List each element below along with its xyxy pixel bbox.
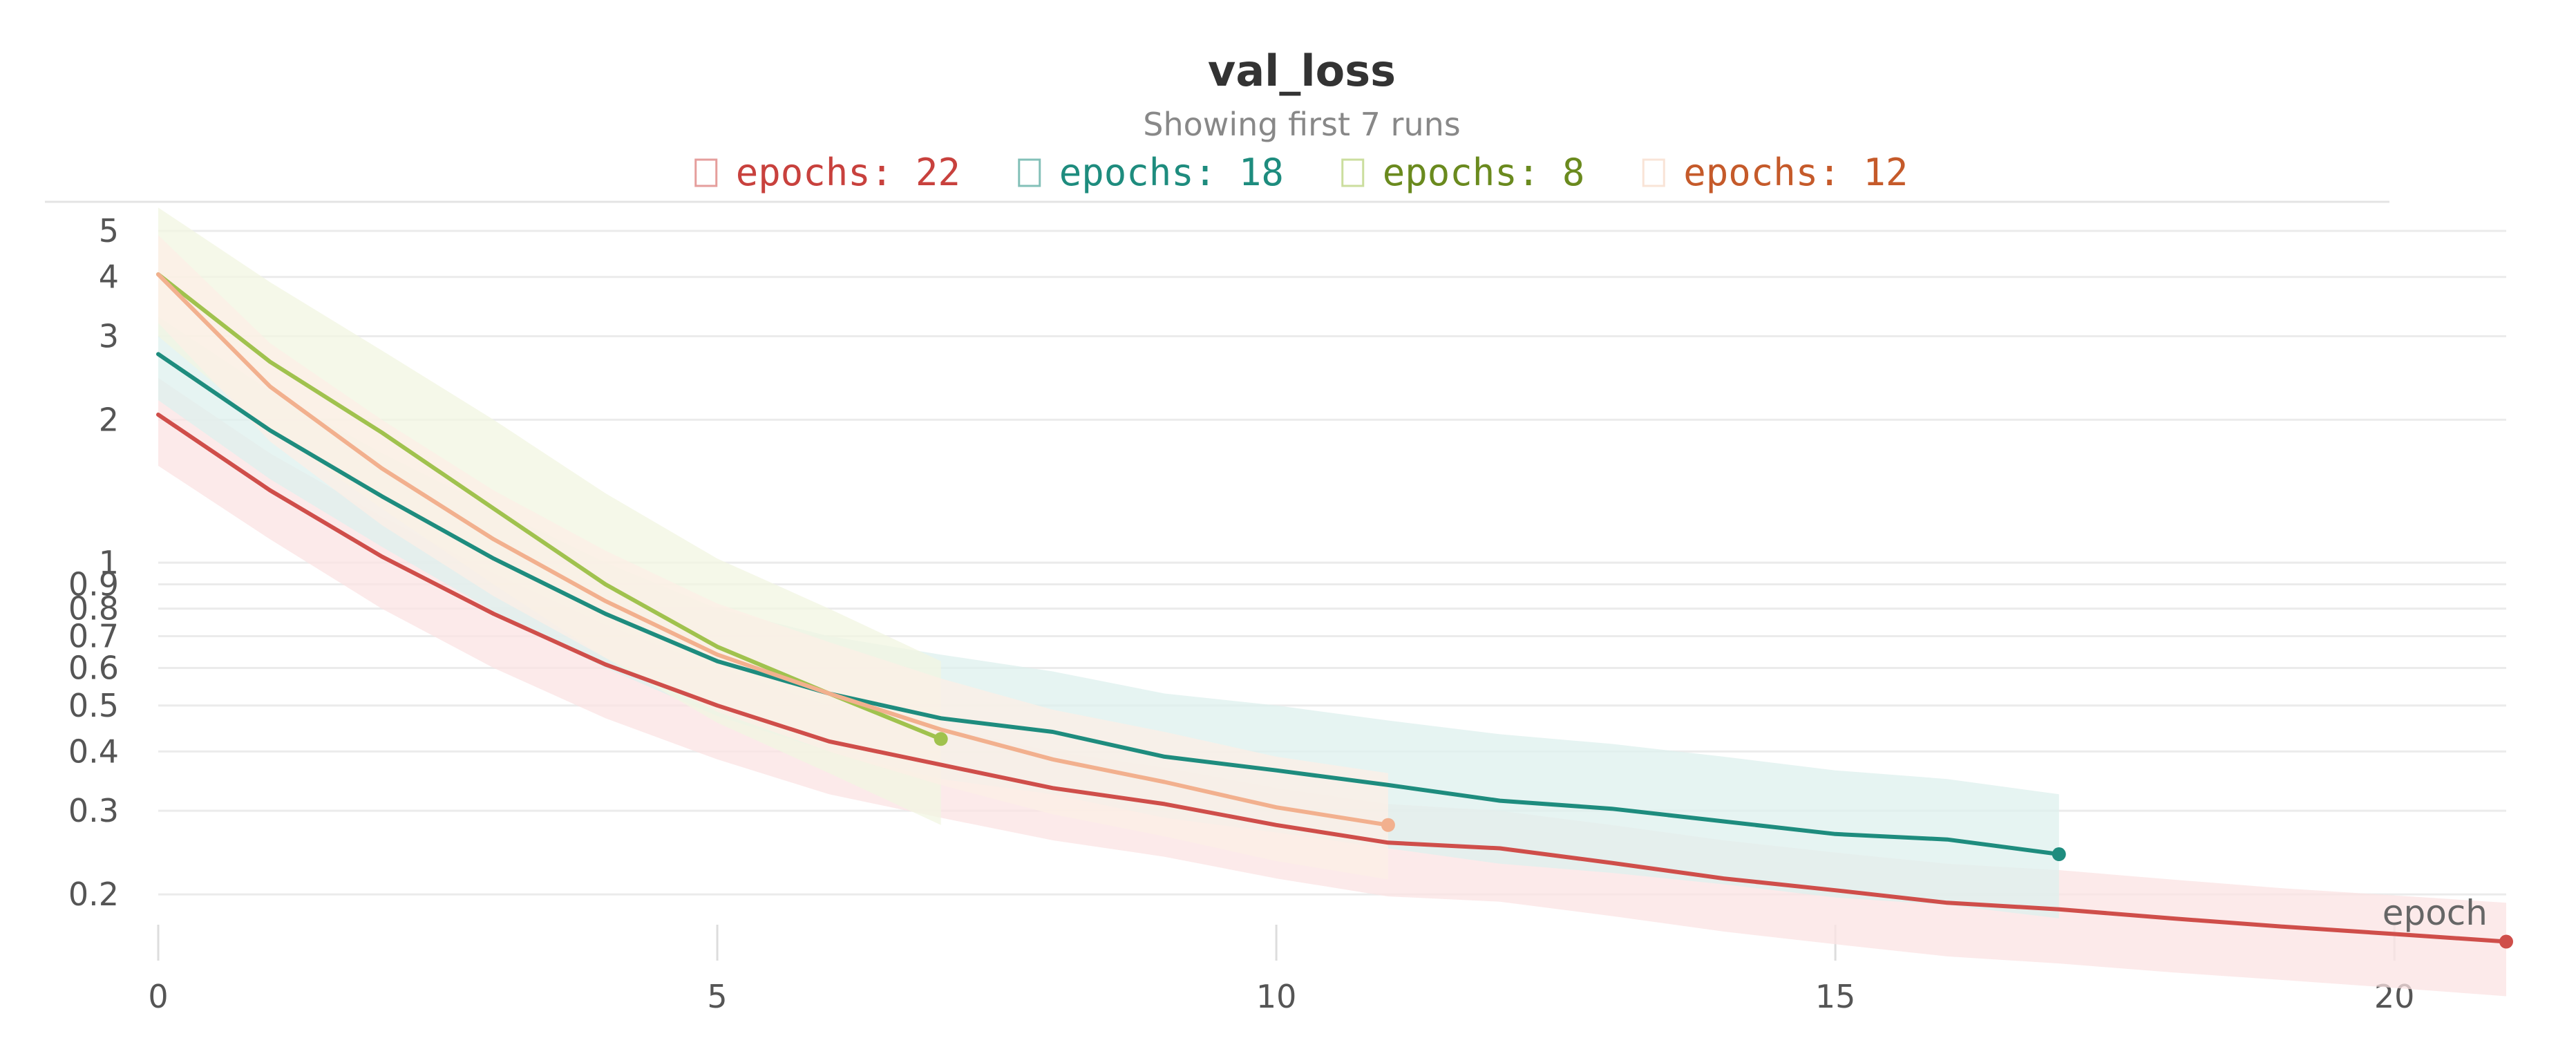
series-line[interactable] [156,272,1390,827]
series-band [158,377,2506,997]
legend-label[interactable]: epochs: 22 [736,151,960,194]
y-tick-label: 0.5 [68,687,119,724]
y-tick-label: 0.7 [68,617,119,654]
chart-subtitle: Showing first 7 runs [1143,106,1460,143]
y-tick-label: 0.4 [68,733,119,770]
series-endpoint[interactable] [934,732,948,746]
legend-label[interactable]: epochs: 8 [1383,151,1585,194]
y-tick-label: 0.9 [68,566,119,603]
series-line[interactable] [156,413,2508,944]
series-lines [156,272,2513,949]
x-tick-label: 10 [1256,978,1297,1015]
y-tick-label: 0.6 [68,649,119,686]
x-tick-label: 0 [148,978,168,1015]
series-band [158,317,2059,918]
y-tick-label: 5 [99,212,119,249]
y-tick-label: 3 [99,317,119,355]
y-tick-label: 1 [99,544,119,581]
legend-swatch[interactable] [1341,158,1365,187]
x-axis-label: epoch [2383,893,2488,933]
y-tick-label: 2 [99,401,119,438]
y-tick-label: 0.3 [68,792,119,829]
y-tick-label: 0.2 [68,876,119,913]
legend: epochs: 22 epochs: 18 epochs: 8 epochs: 12 [694,151,1908,194]
legend-label[interactable]: epochs: 18 [1059,151,1284,194]
y-tick-label: 0.8 [68,590,119,628]
y-axis-ticks: 0.2 0.3 0.4 0.50.60.70.80.91 2 3 4 5 [68,212,119,913]
y-tick-label: 4 [99,258,119,296]
series-line[interactable] [156,352,2061,856]
series-endpoint[interactable] [2499,934,2513,949]
x-tick-label: 5 [707,978,727,1015]
legend-swatch[interactable] [1018,158,1041,187]
series-endpoint[interactable] [2052,847,2066,862]
legend-swatch[interactable] [1642,158,1665,187]
legend-swatch[interactable] [694,158,718,187]
series-bands [158,207,2506,997]
series-endpoint[interactable] [1381,818,1395,832]
x-tick-label: 15 [1815,978,1856,1015]
series-band [158,235,1388,880]
chart-title: val_loss [1208,46,1396,96]
legend-label[interactable]: epochs: 12 [1683,151,1908,194]
